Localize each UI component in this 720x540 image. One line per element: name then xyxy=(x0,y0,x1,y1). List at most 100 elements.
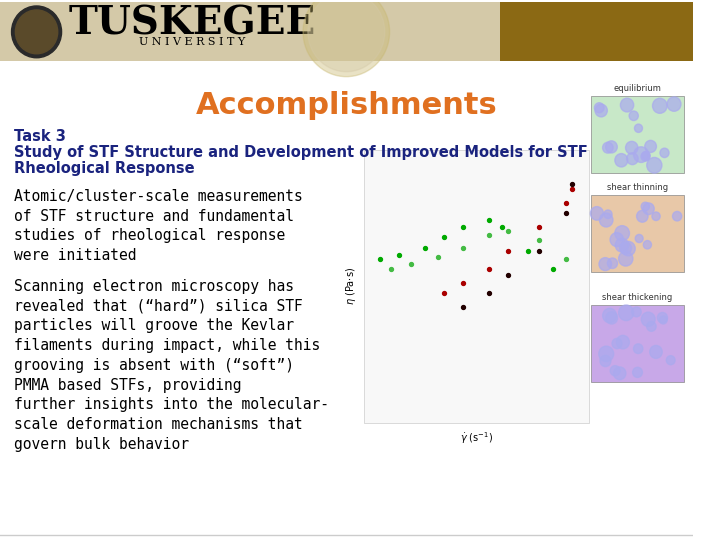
Circle shape xyxy=(600,213,613,227)
Circle shape xyxy=(595,103,604,113)
Circle shape xyxy=(603,142,613,153)
Circle shape xyxy=(604,210,612,219)
Circle shape xyxy=(608,258,618,268)
Text: Task 3: Task 3 xyxy=(14,129,66,144)
Circle shape xyxy=(666,356,675,364)
FancyBboxPatch shape xyxy=(0,2,693,62)
Circle shape xyxy=(635,234,643,242)
Circle shape xyxy=(660,316,667,324)
Circle shape xyxy=(672,211,682,221)
Circle shape xyxy=(610,233,624,247)
Text: equilibrium: equilibrium xyxy=(613,84,661,93)
Circle shape xyxy=(634,344,643,354)
FancyBboxPatch shape xyxy=(590,195,684,272)
Point xyxy=(533,247,544,255)
Text: TUSKEGEE: TUSKEGEE xyxy=(69,5,316,43)
Text: $\eta$ (Pa$\cdot$s): $\eta$ (Pa$\cdot$s) xyxy=(344,267,358,305)
Point xyxy=(458,223,469,232)
Point xyxy=(560,199,572,207)
Point xyxy=(374,255,386,264)
Point xyxy=(533,235,544,244)
Circle shape xyxy=(618,251,633,266)
Point xyxy=(483,231,495,239)
Point xyxy=(567,185,578,193)
Circle shape xyxy=(613,367,626,380)
Circle shape xyxy=(644,140,657,152)
Point xyxy=(560,209,572,218)
Circle shape xyxy=(590,207,603,220)
Circle shape xyxy=(634,124,642,132)
Circle shape xyxy=(606,312,618,324)
Circle shape xyxy=(606,141,617,153)
Circle shape xyxy=(652,98,667,113)
FancyBboxPatch shape xyxy=(590,305,684,382)
Point xyxy=(533,223,544,232)
Circle shape xyxy=(615,153,628,167)
FancyBboxPatch shape xyxy=(364,150,589,422)
Circle shape xyxy=(631,307,642,317)
Point xyxy=(483,288,495,297)
Circle shape xyxy=(643,240,652,249)
Circle shape xyxy=(621,241,635,256)
Circle shape xyxy=(633,367,642,377)
Text: Rheological Response: Rheological Response xyxy=(14,161,195,176)
Circle shape xyxy=(641,202,649,211)
Point xyxy=(419,244,431,252)
Circle shape xyxy=(667,97,681,111)
Point xyxy=(483,265,495,273)
Point xyxy=(405,259,416,268)
Circle shape xyxy=(634,147,649,163)
Circle shape xyxy=(599,346,613,362)
Point xyxy=(567,180,578,188)
Circle shape xyxy=(600,355,611,367)
Circle shape xyxy=(657,313,667,323)
Circle shape xyxy=(612,339,622,349)
Circle shape xyxy=(641,152,650,161)
Point xyxy=(522,247,534,255)
Circle shape xyxy=(595,104,608,117)
Circle shape xyxy=(618,305,634,321)
Point xyxy=(503,271,514,280)
Circle shape xyxy=(12,6,62,58)
Circle shape xyxy=(610,366,620,376)
Point xyxy=(438,288,450,297)
Circle shape xyxy=(615,238,629,252)
Circle shape xyxy=(647,158,662,173)
Point xyxy=(458,279,469,287)
Circle shape xyxy=(615,226,629,241)
Text: shear thickening: shear thickening xyxy=(602,293,672,302)
Point xyxy=(483,215,495,224)
Text: Scanning electron microscopy has
revealed that (“hard”) silica STF
particles wil: Scanning electron microscopy has reveale… xyxy=(14,279,330,452)
Circle shape xyxy=(629,111,639,120)
Circle shape xyxy=(620,242,631,254)
Circle shape xyxy=(647,321,656,332)
Point xyxy=(560,255,572,264)
Circle shape xyxy=(616,335,629,349)
Text: shear thinning: shear thinning xyxy=(607,184,668,192)
Circle shape xyxy=(308,0,384,72)
Circle shape xyxy=(660,148,669,158)
Circle shape xyxy=(649,346,662,359)
Point xyxy=(496,223,508,232)
Circle shape xyxy=(642,312,655,327)
Circle shape xyxy=(643,203,654,214)
Circle shape xyxy=(15,10,58,54)
Text: Accomplishments: Accomplishments xyxy=(195,91,498,120)
Circle shape xyxy=(303,0,390,77)
FancyBboxPatch shape xyxy=(590,96,684,173)
Text: Atomic/cluster-scale measurements
of STF structure and fundamental
studies of rh: Atomic/cluster-scale measurements of STF… xyxy=(14,189,303,264)
Circle shape xyxy=(652,212,660,220)
Point xyxy=(503,247,514,255)
Point xyxy=(385,265,397,273)
Circle shape xyxy=(642,151,650,160)
Circle shape xyxy=(603,308,616,323)
Point xyxy=(458,244,469,252)
Point xyxy=(547,265,559,273)
Circle shape xyxy=(626,141,638,154)
Point xyxy=(503,227,514,235)
Point xyxy=(432,253,444,261)
Text: $\dot{\gamma}$ (s$^{-1}$): $\dot{\gamma}$ (s$^{-1}$) xyxy=(459,430,492,446)
Text: Study of STF Structure and Development of Improved Models for STF: Study of STF Structure and Development o… xyxy=(14,145,588,160)
Circle shape xyxy=(621,98,634,112)
Point xyxy=(394,251,405,259)
